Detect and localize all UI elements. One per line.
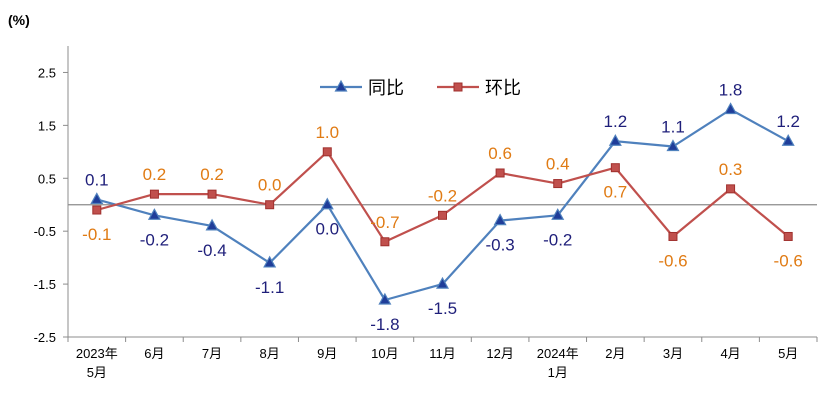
series-2-data-label: 0.7 xyxy=(604,183,628,202)
y-unit-label: (%) xyxy=(8,12,30,28)
series-1-marker xyxy=(435,276,450,289)
series-2-marker xyxy=(207,189,217,199)
data-labels: 0.1 -0.2 -0.4 -1.1 0.0 -1.8 -1.5 -0.3 -0.2 1.2 1.1… xyxy=(82,80,803,333)
series-1-marker xyxy=(666,139,680,152)
series-2-marker xyxy=(380,237,390,247)
series-1-data-label: 1.1 xyxy=(661,118,685,137)
x-tick-label-line: 3月 xyxy=(663,346,683,361)
series-1-marker xyxy=(90,192,104,205)
series-2-marker xyxy=(726,184,736,194)
x-tick-label-line: 8月 xyxy=(260,346,280,361)
series-2-data-label: 0.4 xyxy=(546,155,570,174)
x-tick-label: 2023年 5月 xyxy=(76,346,118,380)
series-1-data-label: -1.1 xyxy=(255,278,284,297)
series-1-marker xyxy=(724,102,738,115)
y-tick-label: 2.5 xyxy=(38,65,56,80)
x-tick-label: 10月 xyxy=(371,346,398,361)
x-tick-label: 3月 xyxy=(663,346,683,361)
x-tick-label-line: 5月 xyxy=(87,365,107,380)
series-2-data-label: 1.0 xyxy=(315,123,339,142)
x-tick-label-line: 4月 xyxy=(720,346,740,361)
x-tick-label-line: 12月 xyxy=(486,346,513,361)
series-1-marker xyxy=(493,213,507,226)
series-1-marker xyxy=(781,133,795,146)
series-1-marker xyxy=(205,218,219,231)
series-2-marker xyxy=(322,147,332,157)
series-2-marker xyxy=(668,231,678,241)
series-2-data-label: -0.1 xyxy=(82,225,111,244)
series-2-marker xyxy=(92,205,102,215)
series-2-data-label: 0.2 xyxy=(200,165,224,184)
legend-marker-1 xyxy=(334,79,348,92)
x-tick-label-line: 11月 xyxy=(429,346,456,361)
series-1-data-label: -0.2 xyxy=(543,230,572,249)
series-1-marker xyxy=(551,208,565,220)
y-tick-label: -1.5 xyxy=(34,277,56,292)
series-1-marker xyxy=(263,255,277,268)
x-tick-label-line: 1月 xyxy=(548,365,568,380)
series-2-data-label: 0.0 xyxy=(258,176,282,195)
series-2-data-label: 0.2 xyxy=(143,165,167,184)
series-1-data-label: -1.5 xyxy=(428,299,457,318)
series-1-marker xyxy=(608,133,622,146)
series-2-marker xyxy=(265,200,275,210)
legend: 同比 环比 xyxy=(320,78,521,98)
x-tick-label: 7月 xyxy=(202,346,222,361)
x-tick-label: 9月 xyxy=(317,346,337,361)
legend-label-2: 环比 xyxy=(485,78,521,98)
x-tick-label-line: 9月 xyxy=(317,346,337,361)
y-tick-label: 0.5 xyxy=(38,171,56,186)
x-tick-label-line: 2024年 xyxy=(537,346,579,361)
series-1-data-label: -0.4 xyxy=(197,241,226,260)
x-tick-label: 2月 xyxy=(605,346,625,361)
y-tick-label: -2.5 xyxy=(34,330,56,345)
x-tick-label-line: 6月 xyxy=(144,346,164,361)
series-2-data-label: -0.6 xyxy=(774,251,803,270)
series-2-marker xyxy=(783,231,793,241)
series-2-marker xyxy=(149,189,159,199)
series-2-data-label: -0.7 xyxy=(370,213,399,232)
series-2-marker xyxy=(438,210,447,220)
x-tick-label: 5月 xyxy=(778,346,798,361)
series-1-data-label: 1.2 xyxy=(604,112,628,131)
series-1-marker xyxy=(320,197,334,210)
series-2-marker xyxy=(553,179,563,189)
x-tick-label: 8月 xyxy=(260,346,280,361)
x-tick-label: 6月 xyxy=(144,346,164,361)
series-1-data-label: -1.8 xyxy=(370,315,399,334)
axes: 2.5 1.5 0.5 -0.5 -1.5 -2.5 2023年 5月 6月 7月 8月 9月 10月 1… xyxy=(34,46,818,380)
x-tick-label-line: 2023年 xyxy=(76,346,118,361)
x-tick-label-line: 7月 xyxy=(202,346,222,361)
series-2-data-label: 0.3 xyxy=(719,160,743,179)
legend-marker-2 xyxy=(453,82,463,92)
series-2-marker xyxy=(610,163,620,173)
x-tick-label-line: 5月 xyxy=(778,346,798,361)
x-tick-label-line: 10月 xyxy=(371,346,398,361)
series-2-data-label: 0.6 xyxy=(488,144,512,163)
x-tick-label: 12月 xyxy=(486,346,513,361)
y-tick-label: 1.5 xyxy=(38,118,56,133)
legend-label-1: 同比 xyxy=(368,78,404,98)
x-tick-label: 4月 xyxy=(720,346,740,361)
series-1-data-label: -0.2 xyxy=(140,230,169,249)
x-tick-label: 11月 xyxy=(429,346,456,361)
series-1-data-label: 1.8 xyxy=(719,80,743,99)
series-2-data-label: -0.2 xyxy=(428,186,457,205)
series-1-data-label: 0.0 xyxy=(315,220,339,239)
y-tick-label: -0.5 xyxy=(34,224,56,239)
series-2-marker xyxy=(495,168,505,178)
series-1-data-label: 0.1 xyxy=(85,170,109,189)
series-2-data-label: -0.6 xyxy=(658,251,687,270)
series-1-marker xyxy=(378,292,392,305)
series-markers xyxy=(90,102,795,305)
series-1-data-label: 1.2 xyxy=(776,112,800,131)
x-tick-label-line: 2月 xyxy=(605,346,625,361)
series-1-data-label: -0.3 xyxy=(485,236,514,255)
x-tick-label: 2024年 1月 xyxy=(537,346,579,380)
series-1-marker xyxy=(147,208,161,220)
